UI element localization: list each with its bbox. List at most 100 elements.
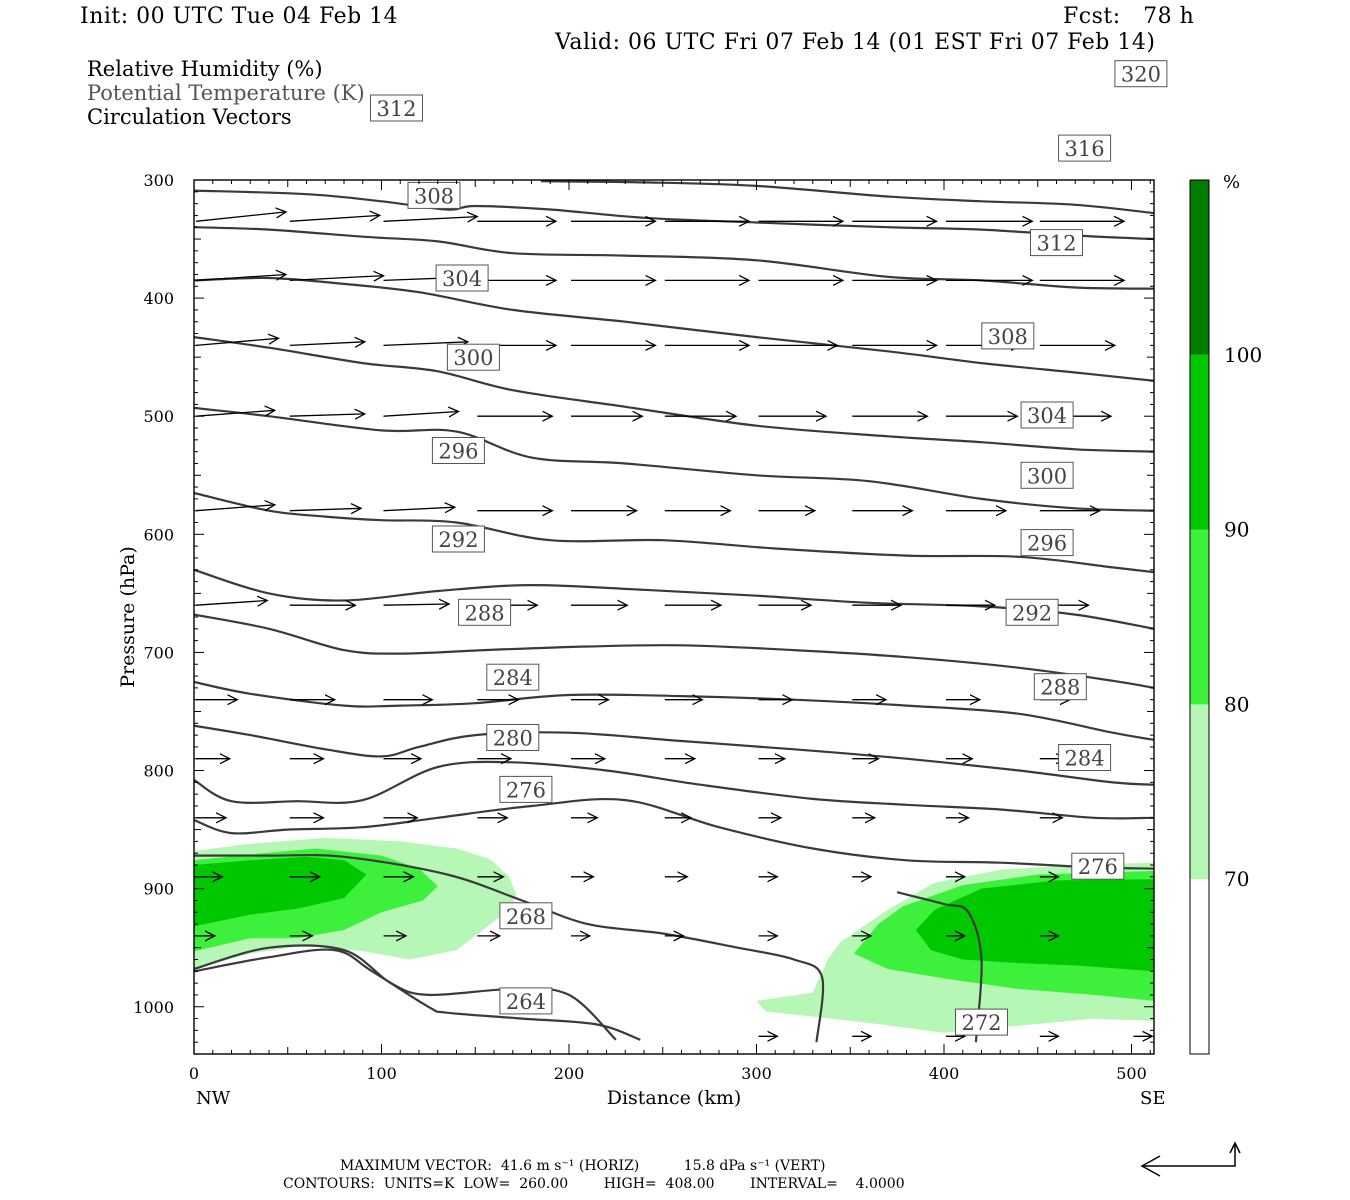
theta-contour-label-extra-312-1: 312	[1030, 229, 1083, 257]
theta-contour-292-8	[194, 613, 1154, 689]
svg-text:268: 268	[506, 905, 546, 929]
theta-contour-304-11	[194, 406, 1154, 512]
forecast-hour-label: Fcst: 78 h	[1063, 4, 1195, 29]
max-vector-note: MAXIMUM VECTOR: 41.6 m s⁻¹ (HORIZ) 15.8 …	[340, 1158, 826, 1174]
theta-contour-label-264-0: 264	[499, 987, 553, 1015]
theta-contour-312-13	[194, 276, 1154, 382]
svg-text:312: 312	[1036, 232, 1076, 256]
colorbar-swatch-4	[1190, 180, 1209, 355]
svg-text:288: 288	[1040, 676, 1080, 700]
theta-contour-label-288-7: 288	[458, 598, 512, 626]
circulation-vector-5-2	[383, 604, 450, 605]
x-tick-label-0: 0	[189, 1064, 199, 1083]
theta-contour-label-300-10: 300	[446, 343, 500, 371]
theta-contour-label-extra-296-5: 296	[1020, 529, 1074, 557]
theta-contour-label-320-15: 320	[1114, 60, 1168, 88]
rh-region-90-0	[194, 856, 367, 927]
colorbar-level-label-90: 90	[1224, 518, 1249, 542]
circulation-vector-4-0	[195, 505, 275, 512]
circulation-vector-0-1	[289, 215, 380, 222]
svg-text:264: 264	[506, 990, 546, 1014]
svg-text:308: 308	[414, 184, 454, 208]
vectors-field-title: Circulation Vectors	[87, 105, 292, 129]
circulation-vector-1-0	[195, 275, 286, 282]
theta-contour-label-extra-276-9: 276	[1071, 852, 1125, 880]
svg-text:296: 296	[438, 440, 478, 464]
svg-text:300: 300	[1027, 464, 1067, 488]
svg-text:312: 312	[376, 97, 416, 121]
colorbar-frame	[1189, 179, 1210, 1055]
theta-contour-label-280-5: 280	[486, 724, 540, 751]
svg-text:280: 280	[493, 727, 533, 751]
theta-contour-label-276-4: 276	[499, 775, 553, 803]
circulation-vector-5-0	[195, 601, 267, 606]
x-axis-right-end-label: SE	[1140, 1088, 1165, 1109]
theta-contour-label-extra-300-4: 300	[1020, 461, 1074, 489]
rh-region-90-1	[915, 879, 1154, 972]
rh-field-title: Relative Humidity (%)	[87, 57, 323, 81]
init-time-label: Init: 00 UTC Tue 04 Feb 14	[80, 4, 399, 29]
valid-time-label: Valid: 06 UTC Fri 07 Feb 14 (01 EST Fri …	[555, 30, 1156, 55]
svg-text:276: 276	[506, 778, 546, 802]
theta-field-title: Potential Temperature (K)	[87, 81, 365, 105]
theta-contour-label-268-1: 268	[499, 902, 553, 930]
colorbar-level-label-100: 100	[1224, 343, 1262, 367]
theta-contour-label-extra-316-0: 316	[1058, 134, 1112, 162]
svg-text:308: 308	[988, 325, 1028, 349]
theta-contour-label-284-6: 284	[486, 663, 540, 691]
y-tick-label-800: 800	[143, 762, 174, 781]
svg-text:304: 304	[442, 267, 482, 291]
svg-text:284: 284	[493, 666, 533, 690]
theta-contour-288-7	[194, 680, 1154, 741]
svg-text:292: 292	[438, 528, 478, 552]
svg-text:276: 276	[1078, 855, 1118, 879]
colorbar-swatch-0	[1190, 879, 1209, 1054]
contour-info-note: CONTOURS: UNITS=K LOW= 260.00 HIGH= 408.…	[283, 1176, 905, 1192]
colorbar-level-label-70: 70	[1224, 867, 1249, 891]
svg-text:320: 320	[1121, 63, 1161, 87]
reference-vector-icon	[1140, 1141, 1241, 1177]
colorbar-level-label-80: 80	[1224, 692, 1249, 716]
theta-contour-label-extra-308-2: 308	[981, 322, 1035, 350]
x-axis-left-end-label: NW	[196, 1088, 231, 1109]
theta-contour-268-1	[194, 944, 617, 1041]
circulation-vector-4-1	[289, 508, 361, 510]
svg-text:284: 284	[1065, 747, 1105, 771]
svg-text:300: 300	[453, 346, 493, 370]
x-tick-label-500: 500	[1116, 1064, 1147, 1083]
theta-contour-284-6	[194, 724, 1154, 786]
theta-contour-label-extra-288-7: 288	[1033, 673, 1087, 701]
circulation-vector-0-2	[383, 217, 478, 222]
y-tick-label-1000: 1000	[133, 998, 174, 1017]
theta-contour-308-12	[194, 336, 1154, 453]
svg-text:316: 316	[1065, 137, 1105, 161]
theta-contour-272-3	[896, 891, 983, 1043]
circulation-vector-3-0	[195, 410, 275, 417]
theta-contour-320-15	[194, 189, 1154, 241]
y-tick-label-500: 500	[143, 407, 174, 426]
circulation-vector-4-2	[383, 507, 455, 511]
circulation-vector-0-0	[195, 212, 286, 222]
theta-contour-300-10	[194, 491, 1154, 574]
theta-contour-label-312-13: 312	[370, 94, 423, 122]
colorbar-unit-label: %	[1223, 172, 1240, 193]
circulation-vector-2-0	[195, 338, 279, 347]
theta-contour-label-extra-304-3: 304	[1020, 401, 1074, 429]
svg-text:304: 304	[1027, 404, 1067, 428]
theta-contour-label-272-2: 272	[955, 1008, 1008, 1036]
svg-text:292: 292	[1012, 601, 1052, 625]
theta-contour-264-0	[194, 948, 641, 1041]
y-tick-label-900: 900	[143, 880, 174, 899]
x-tick-label-300: 300	[741, 1064, 772, 1083]
y-tick-label-700: 700	[143, 643, 174, 662]
theta-contour-296-9	[194, 568, 1154, 630]
y-tick-label-400: 400	[143, 289, 174, 308]
circulation-vector-2-1	[289, 342, 365, 346]
colorbar-swatch-3	[1190, 354, 1209, 530]
y-tick-label-600: 600	[143, 525, 174, 544]
theta-contour-280-5	[194, 760, 1154, 820]
theta-contour-label-296-9: 296	[431, 437, 485, 464]
y-axis-title: Pressure (hPa)	[117, 546, 139, 688]
theta-contour-316-14	[194, 226, 1154, 290]
